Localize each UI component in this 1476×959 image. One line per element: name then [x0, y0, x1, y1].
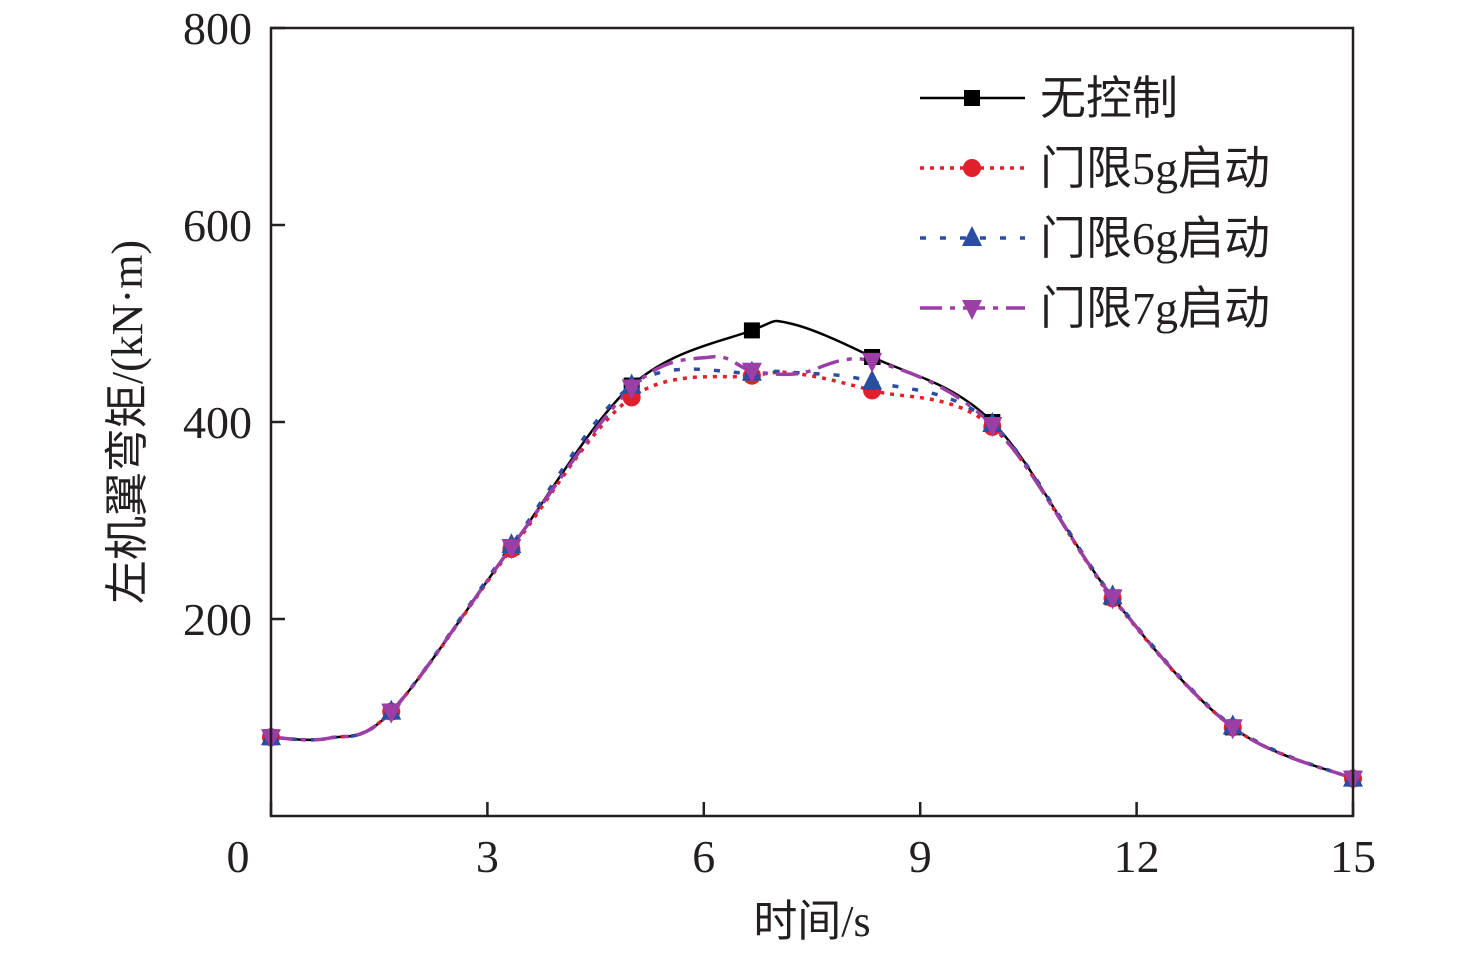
legend-marker-0: [964, 90, 980, 106]
data-point-3: [1102, 589, 1123, 610]
series-line-3: [270, 354, 1354, 781]
series-line-1: [270, 370, 1354, 781]
y-axis: 200 400 600 800: [183, 3, 285, 645]
y-tick-label: 600: [183, 200, 252, 251]
series-line-2: [270, 367, 1354, 781]
legend-marker-1: [963, 159, 981, 177]
legend-label-1: 门限5g启动: [1040, 143, 1270, 194]
data-point-2: [862, 369, 883, 390]
legend-label-0: 无控制: [1040, 73, 1178, 124]
series-lines: [270, 319, 1354, 781]
legend-label-2: 门限6g启动: [1040, 213, 1270, 264]
data-point-3: [862, 352, 883, 373]
legend-marker-2: [962, 226, 982, 246]
data-point-3: [741, 362, 762, 383]
legend-marker-3: [962, 300, 982, 320]
legend-label-3: 门限7g启动: [1040, 283, 1270, 334]
y-tick-label: 800: [183, 3, 252, 54]
x-tick-label: 9: [909, 831, 932, 882]
data-point-3: [501, 539, 522, 560]
y-tick-label: 200: [183, 594, 252, 645]
data-point-3: [982, 416, 1003, 437]
x-tick-label: 3: [476, 831, 499, 882]
origin-tick-label: 0: [227, 831, 250, 882]
x-axis: 3 6 9 12 15: [269, 802, 1376, 882]
data-point-3: [1222, 719, 1243, 740]
x-tick-label: 12: [1114, 831, 1160, 882]
series-markers: [261, 322, 1363, 791]
data-point-3: [381, 703, 402, 724]
data-point-3: [621, 379, 642, 400]
y-axis-label: 左机翼弯矩/(kN·m): [103, 240, 152, 604]
x-tick-label: 6: [692, 831, 715, 882]
x-axis-label: 时间/s: [753, 897, 870, 946]
y-tick-label: 400: [183, 397, 252, 448]
data-point-0: [743, 322, 760, 339]
x-tick-label: 15: [1330, 831, 1376, 882]
series-line-0: [270, 319, 1354, 780]
